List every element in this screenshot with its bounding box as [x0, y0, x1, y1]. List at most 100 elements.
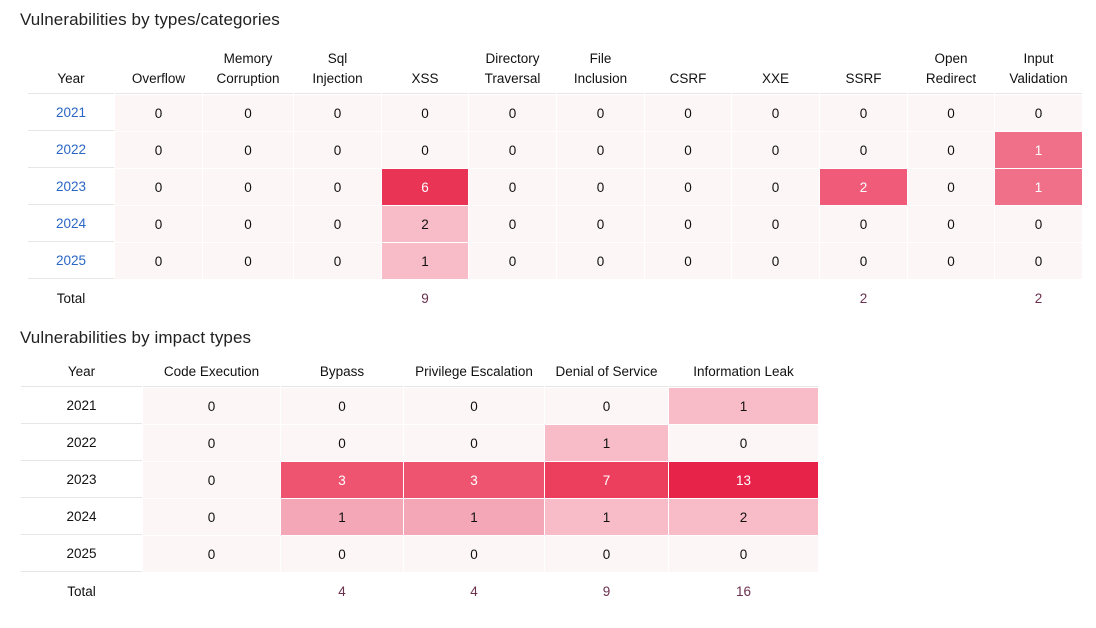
total-cell [115, 280, 202, 316]
heat-cell: 1 [281, 499, 403, 535]
total-cell: 4 [404, 573, 544, 609]
table-row: 2023 0 0 0 6 0 0 0 0 2 0 1 [28, 169, 1082, 205]
heat-cell: 0 [469, 169, 556, 205]
total-cell [294, 280, 381, 316]
heat-cell: 0 [203, 132, 293, 168]
heat-cell: 0 [281, 536, 403, 572]
year-cell: 2022 [21, 425, 142, 461]
heat-cell: 1 [404, 499, 544, 535]
heat-cell: 0 [382, 132, 468, 168]
heat-cell: 0 [294, 95, 381, 131]
table-row: 2024 0 1 1 1 2 [21, 499, 818, 535]
heat-cell: 0 [669, 425, 818, 461]
heat-cell: 0 [143, 462, 280, 498]
total-cell: 16 [669, 573, 818, 609]
table-row: 2022 0 0 0 1 0 [21, 425, 818, 461]
total-cell [908, 280, 994, 316]
total-cell: 4 [281, 573, 403, 609]
heat-cell: 0 [404, 425, 544, 461]
column-header: XSS [382, 39, 468, 94]
heat-cell: 1 [995, 132, 1082, 168]
heat-cell: 0 [557, 206, 644, 242]
heat-cell: 0 [995, 243, 1082, 279]
table-row: 2025 0 0 0 1 0 0 0 0 0 0 0 [28, 243, 1082, 279]
heat-cell: 0 [557, 95, 644, 131]
heat-cell: 0 [820, 206, 907, 242]
heat-cell: 3 [404, 462, 544, 498]
year-link[interactable]: 2021 [55, 105, 87, 120]
year-cell: 2023 [28, 169, 114, 205]
heat-cell: 0 [203, 95, 293, 131]
year-cell: 2023 [21, 462, 142, 498]
types-section-title: Vulnerabilities by types/categories [20, 10, 280, 29]
column-header: CSRF [645, 39, 731, 94]
total-label: Total [21, 573, 142, 609]
heat-cell: 0 [545, 388, 668, 424]
heat-cell: 0 [469, 132, 556, 168]
heat-cell: 0 [281, 425, 403, 461]
header-row: Year Code Execution Bypass Privilege Escala… [21, 356, 818, 387]
heat-cell: 0 [908, 169, 994, 205]
year-link[interactable]: 2024 [55, 216, 87, 231]
column-header: Sql Injection [294, 39, 381, 94]
column-header: Denial of Service [545, 356, 668, 387]
year-cell: 2024 [21, 499, 142, 535]
heat-cell: 1 [545, 499, 668, 535]
total-row: Total 9 2 2 [28, 280, 1082, 316]
heat-cell: 0 [281, 388, 403, 424]
year-cell: 2025 [21, 536, 142, 572]
column-header: Directory Traversal [469, 39, 556, 94]
total-cell: 9 [545, 573, 668, 609]
heat-cell: 0 [469, 206, 556, 242]
heat-cell: 0 [115, 206, 202, 242]
heat-cell: 0 [469, 243, 556, 279]
heat-cell: 3 [281, 462, 403, 498]
heat-cell: 0 [545, 536, 668, 572]
year-link[interactable]: 2025 [55, 253, 87, 268]
year-link[interactable]: 2022 [55, 142, 87, 157]
heat-cell: 1 [545, 425, 668, 461]
total-cell [203, 280, 293, 316]
impact-section-title: Vulnerabilities by impact types [20, 328, 252, 347]
heat-cell: 0 [115, 169, 202, 205]
column-header: Privilege Escalation [404, 356, 544, 387]
heat-cell: 0 [143, 536, 280, 572]
heat-cell: 0 [294, 132, 381, 168]
heat-cell: 0 [732, 169, 819, 205]
column-header: File Inclusion [557, 39, 644, 94]
column-header: Information Leak [669, 356, 818, 387]
total-cell: 2 [820, 280, 907, 316]
column-header: SSRF [820, 39, 907, 94]
impact-heatmap-table: Year Code Execution Bypass Privilege Escala… [20, 355, 819, 610]
heat-cell: 7 [545, 462, 668, 498]
year-cell: 2021 [28, 95, 114, 131]
heat-cell: 0 [115, 243, 202, 279]
types-heatmap-table: Year Overflow Memory Corruption Sql Injection… [27, 38, 1083, 317]
heat-cell: 0 [820, 132, 907, 168]
table-row: 2022 0 0 0 0 0 0 0 0 0 0 1 [28, 132, 1082, 168]
total-cell [557, 280, 644, 316]
heat-cell: 0 [203, 243, 293, 279]
heat-cell: 0 [294, 169, 381, 205]
heat-cell: 0 [115, 95, 202, 131]
heat-cell: 0 [382, 95, 468, 131]
year-link[interactable]: 2023 [55, 179, 87, 194]
total-cell: 9 [382, 280, 468, 316]
heat-cell: 0 [404, 388, 544, 424]
table-row: 2021 0 0 0 0 0 0 0 0 0 0 0 [28, 95, 1082, 131]
header-row: Year Overflow Memory Corruption Sql Injection… [28, 39, 1082, 94]
heat-cell: 0 [908, 243, 994, 279]
total-label: Total [28, 280, 114, 316]
heat-cell: 0 [557, 243, 644, 279]
total-cell: 2 [995, 280, 1082, 316]
year-cell: 2022 [28, 132, 114, 168]
table-row: 2023 0 3 3 7 13 [21, 462, 818, 498]
heat-cell: 0 [645, 169, 731, 205]
heat-cell: 0 [908, 206, 994, 242]
heat-cell: 13 [669, 462, 818, 498]
heat-cell: 0 [469, 95, 556, 131]
heat-cell: 2 [820, 169, 907, 205]
column-header: Memory Corruption [203, 39, 293, 94]
heat-cell: 0 [732, 206, 819, 242]
column-header: XXE [732, 39, 819, 94]
